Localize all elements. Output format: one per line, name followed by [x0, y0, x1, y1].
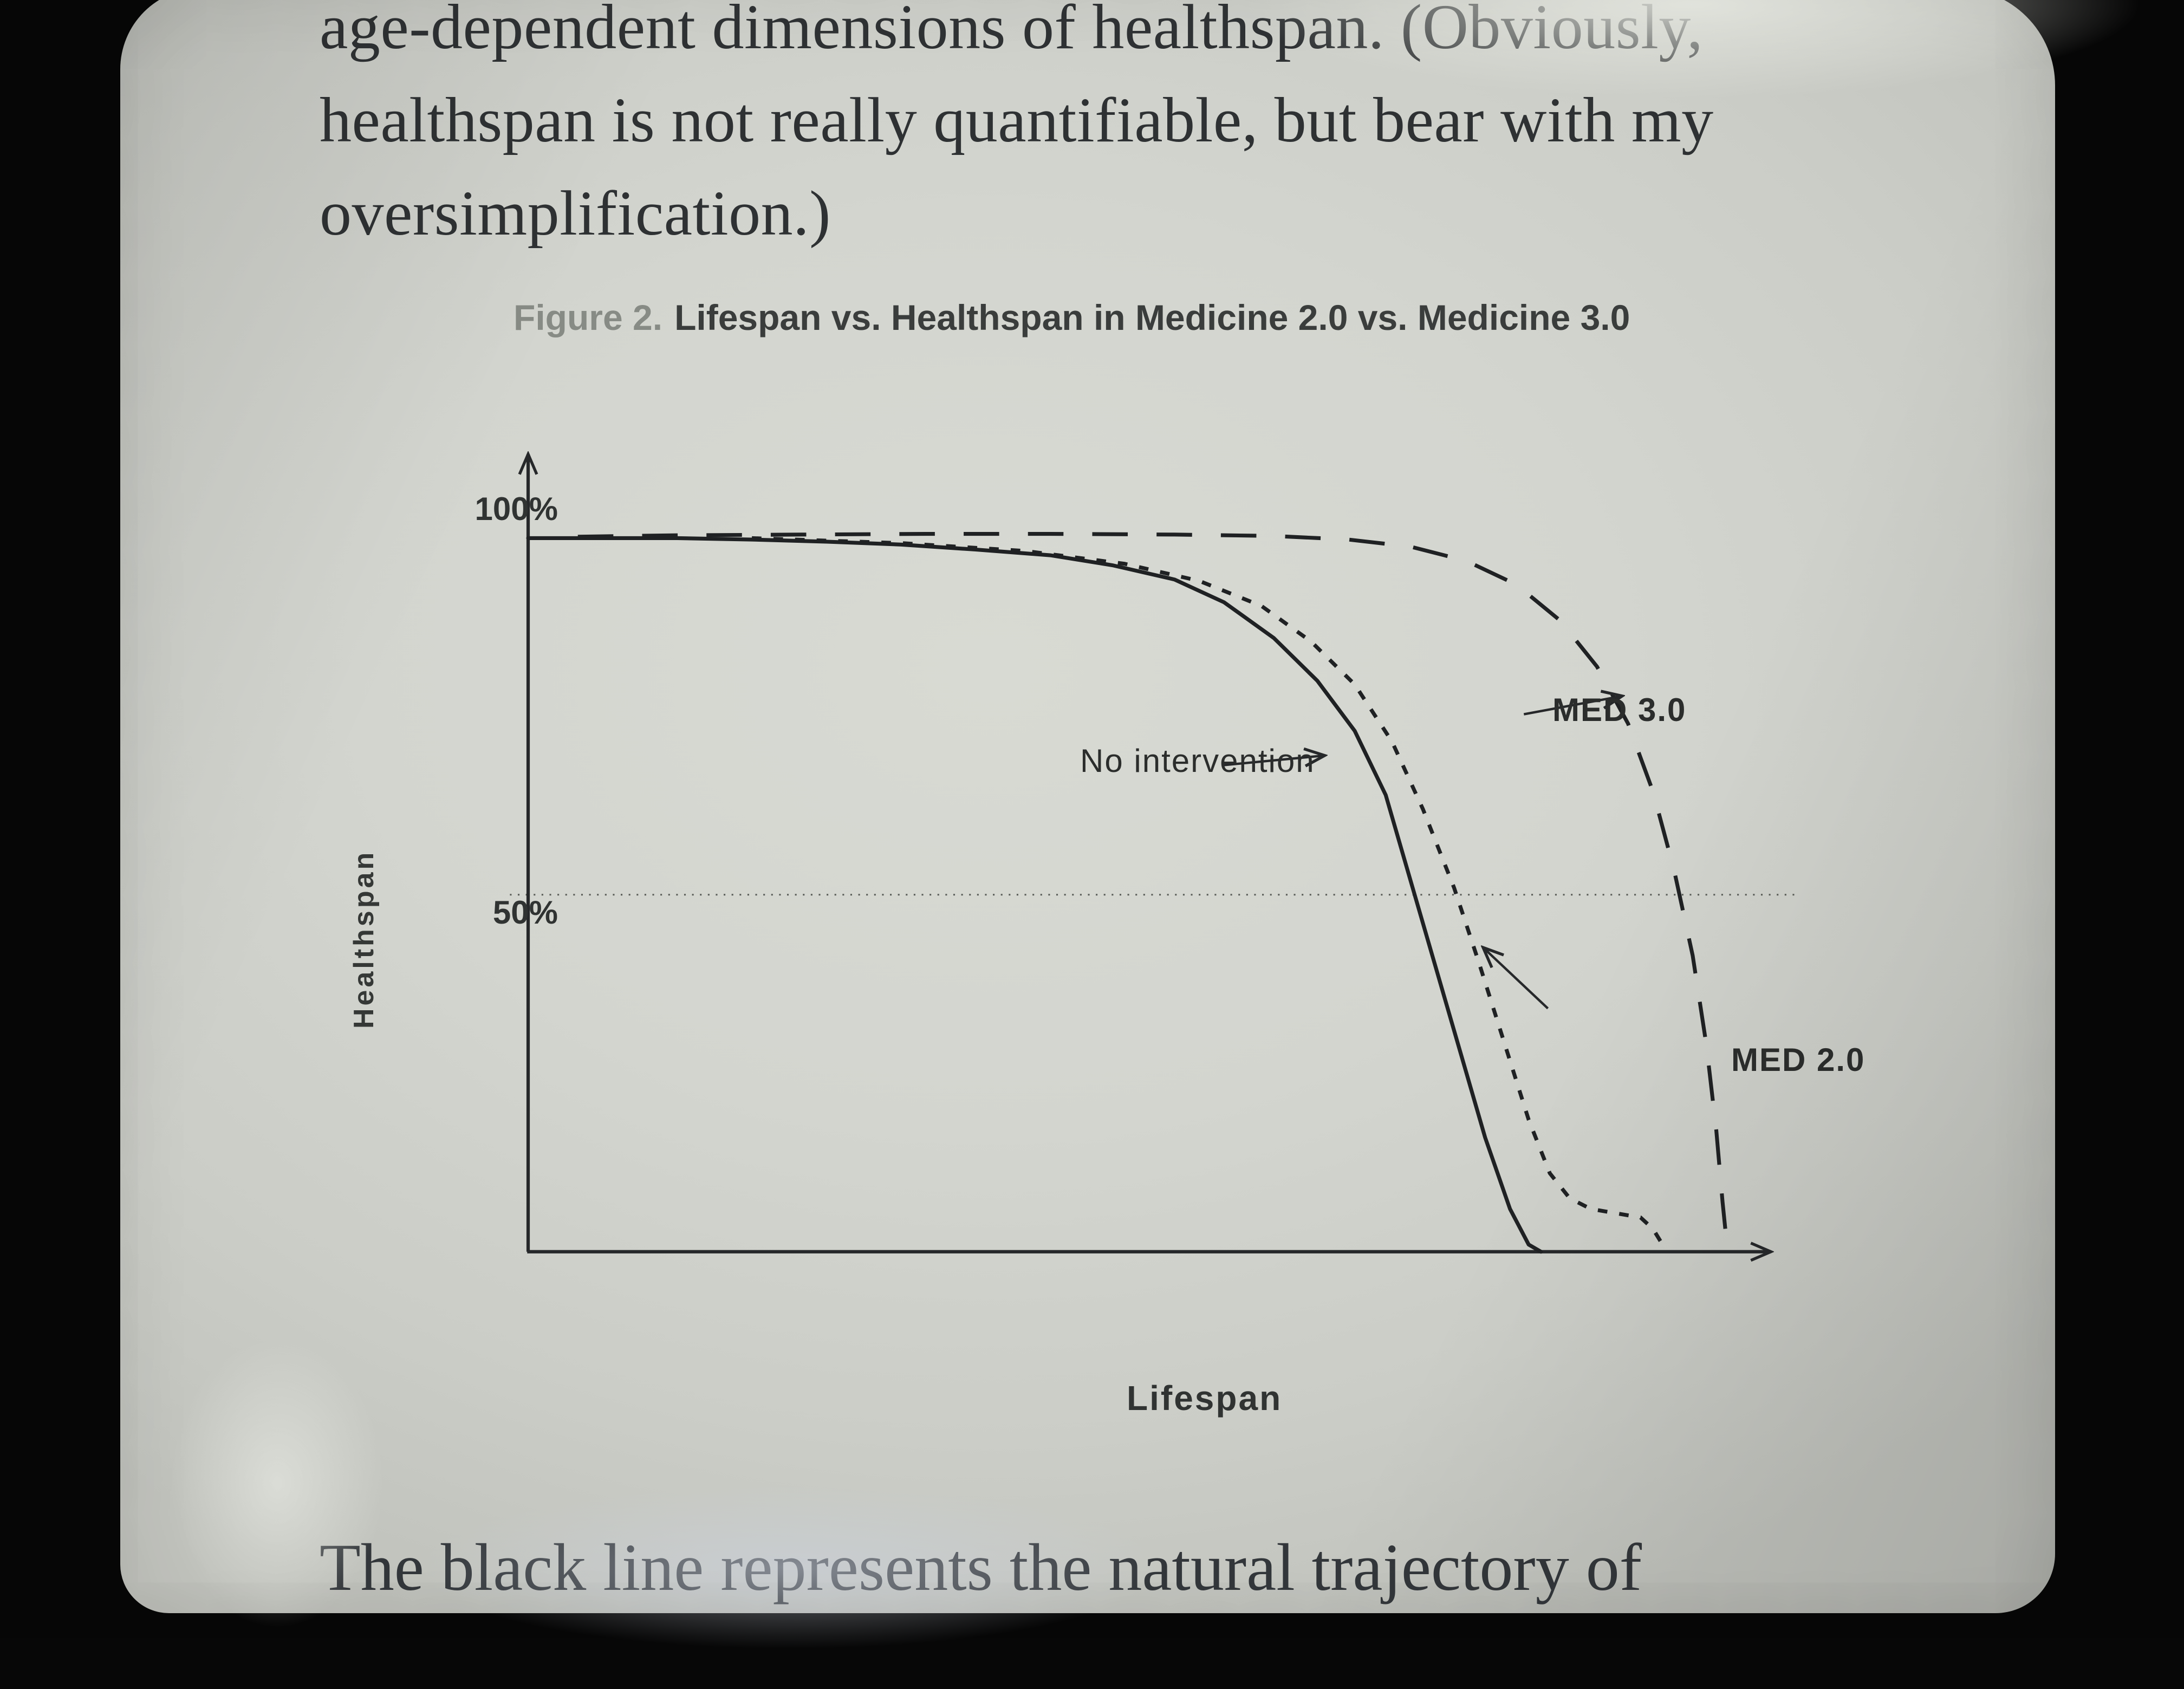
photo-frame: age-dependent dimensions of healthspan. …	[0, 0, 2184, 1638]
series-med-2-line	[752, 538, 1660, 1241]
ereader-screen: age-dependent dimensions of healthspan. …	[120, 0, 2055, 1613]
body-text-top: age-dependent dimensions of healthspan. …	[320, 0, 2123, 260]
figure-caption-title: Lifespan vs. Healthspan in Medicine 2.0 …	[674, 297, 1630, 337]
series-med-3-line	[578, 534, 1727, 1245]
body-line: age-dependent dimensions of healthspan. …	[320, 0, 2123, 74]
annotation-no-intervention: No intervention	[1080, 742, 1315, 779]
y-axis-title: Healthspan	[348, 798, 380, 1080]
body-line: healthspan is not really quantifiable, b…	[320, 74, 2123, 167]
annotation-med-3: MED 3.0	[1552, 691, 1686, 729]
body-text-bottom: The black line represents the natural tr…	[320, 1531, 2184, 1604]
x-axis-title: Lifespan	[1127, 1378, 1282, 1418]
series-no-intervention-line	[528, 538, 1541, 1251]
ytick-50-label: 50%	[413, 894, 558, 931]
annotation-med-2: MED 2.0	[1731, 1041, 1865, 1079]
glare-overlay	[126, 1277, 429, 1689]
med-2-arrow	[1483, 947, 1548, 1009]
ytick-100-label: 100%	[413, 490, 558, 528]
figure-caption: Figure 2. Lifespan vs. Healthspan in Medi…	[514, 297, 1630, 338]
figure-caption-number: Figure 2.	[514, 297, 662, 337]
body-line: oversimplification.)	[320, 167, 2123, 260]
